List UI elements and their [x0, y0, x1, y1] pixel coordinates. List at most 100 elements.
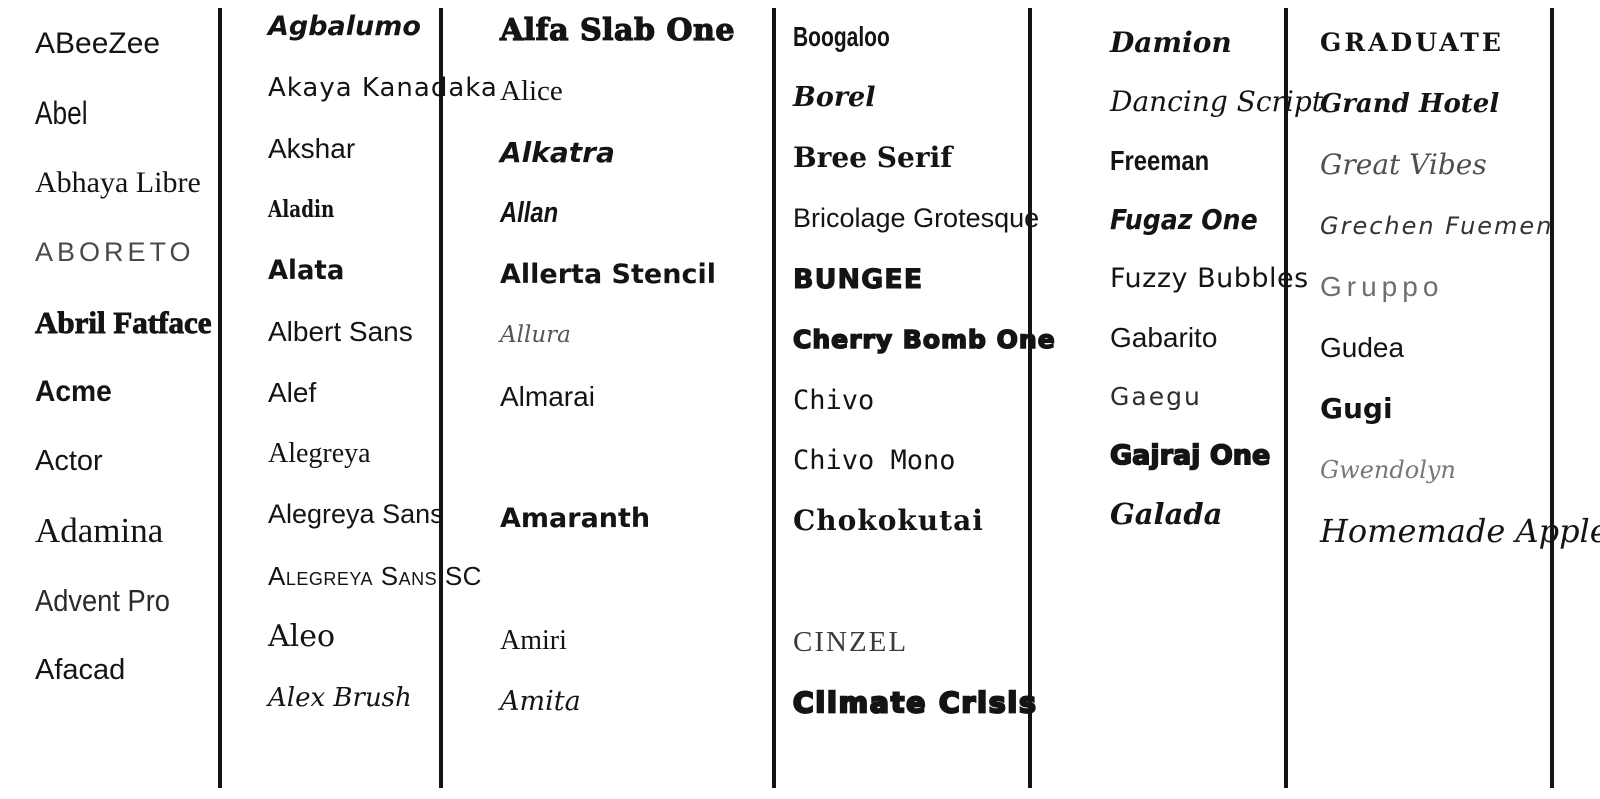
- list-item: Freeman: [1110, 131, 1323, 190]
- list-item: Amiri: [500, 610, 735, 671]
- column-divider: [1550, 8, 1554, 788]
- list-item: Alfa Slab One: [499, 0, 735, 61]
- list-item: Afacad: [35, 635, 211, 705]
- list-item: Alegreya: [268, 423, 498, 484]
- font-name-climate-crisis: Climate Crisis: [792, 685, 1038, 719]
- list-item: Alex Brush: [268, 667, 498, 728]
- font-name-cinzel: CINZEL: [793, 625, 909, 658]
- font-name-bricolage-grotesque: Bricolage Grotesque: [793, 203, 1040, 234]
- column-divider: [1028, 8, 1032, 788]
- column-divider: [1284, 8, 1288, 788]
- list-item: Chivo: [793, 370, 1056, 431]
- font-name-akshar: Akshar: [268, 132, 356, 164]
- font-name-abhaya-libre: Abhaya Libre: [35, 165, 201, 199]
- list-item: Chokokutai: [793, 491, 1056, 552]
- font-name-cherry-bomb-one: Cherry Bomb One: [792, 325, 1056, 355]
- font-name-adamina: Adamina: [35, 511, 164, 551]
- list-item: Galada: [1110, 485, 1323, 544]
- list-item: Alata: [268, 240, 498, 301]
- font-name-aboreto: ABORETO: [35, 237, 195, 268]
- list-item: Fugaz One: [1110, 190, 1323, 249]
- list-item: Damion: [1110, 13, 1323, 72]
- font-name-alfa-slab-one: Alfa Slab One: [499, 12, 735, 48]
- list-item: Acme: [35, 357, 211, 427]
- list-item: Alegreya Sans: [268, 484, 498, 545]
- list-item: Aladin: [268, 179, 498, 240]
- font-name-alex-brush: Alex Brush: [268, 682, 412, 713]
- font-name-chivo-mono: Chivo Mono: [793, 445, 956, 477]
- list-item: Gudea: [1320, 317, 1600, 378]
- font-name-grechen-fuemen: Grechen Fuemen: [1320, 211, 1554, 240]
- font-name-fuzzy-bubbles: Fuzzy Bubbles: [1110, 263, 1309, 294]
- list-item: Homemade Apple: [1320, 500, 1600, 561]
- font-name-akaya-kanadaka: Akaya Kanadaka: [268, 72, 498, 103]
- list-item: Bree Serif: [793, 128, 1056, 189]
- font-name-alkatra: Alkatra: [500, 135, 615, 169]
- font-name-alegreya-sans: Alegreya Sans: [268, 499, 444, 529]
- list-item: Abril Fatface: [35, 287, 212, 357]
- empty-slot: [793, 552, 1056, 613]
- list-item: Grand Hotel: [1320, 73, 1600, 134]
- font-name-gwendolyn: Gwendolyn: [1320, 455, 1456, 484]
- font-name-gabarito: Gabarito: [1110, 321, 1218, 353]
- font-name-gruppo: Gruppo: [1320, 270, 1444, 302]
- column-divider: [218, 8, 222, 788]
- font-name-acme: Acme: [35, 374, 112, 408]
- font-name-albert-sans: Albert Sans: [268, 315, 413, 347]
- list-item: CINZEL: [793, 612, 1056, 673]
- font-name-amiri: Amiri: [500, 624, 567, 656]
- font-name-alata: Alata: [268, 255, 345, 286]
- list-item: Agbalumo: [268, 0, 498, 57]
- column-divider: [439, 8, 443, 788]
- font-name-allerta-stencil: Allerta Stencil: [500, 259, 716, 290]
- font-name-homemade-apple: Homemade Apple: [1320, 511, 1600, 550]
- list-item: Gwendolyn: [1320, 439, 1600, 500]
- list-item: Advent Pro: [35, 566, 211, 636]
- empty-slot: [500, 427, 735, 488]
- font-name-gugi: Gugi: [1320, 391, 1393, 425]
- font-name-borel: Borel: [793, 82, 876, 114]
- list-item: GRADUATE: [1320, 12, 1600, 73]
- font-name-almarai: Almarai: [500, 380, 595, 412]
- font-name-actor: Actor: [35, 444, 103, 477]
- font-name-chivo: Chivo: [793, 384, 875, 416]
- font-name-grand-hotel: Grand Hotel: [1320, 88, 1500, 119]
- list-item: Akaya Kanadaka: [268, 57, 498, 118]
- list-item: Great Vibes: [1320, 134, 1600, 195]
- font-name-alegreya-sans-sc: Alegreya Sans SC: [268, 560, 482, 591]
- list-item: Boogaloo: [793, 7, 1056, 68]
- font-name-gaegu: Gaegu: [1110, 382, 1202, 411]
- list-item: Gaegu: [1110, 367, 1323, 426]
- list-item: Albert Sans: [268, 301, 498, 362]
- font-name-alice: Alice: [500, 75, 563, 107]
- font-name-boogaloo: Boogaloo: [793, 21, 890, 53]
- list-item: Allura: [500, 305, 735, 366]
- font-name-damion: Damion: [1110, 25, 1232, 59]
- font-name-gudea: Gudea: [1320, 331, 1405, 363]
- list-item: Abel: [35, 79, 211, 149]
- font-name-allan: Allan: [500, 197, 559, 229]
- list-item: ABORETO: [35, 218, 211, 288]
- font-column-1: ABeeZee Abel Abhaya Libre ABORETO Abril Fatf…: [35, 9, 212, 705]
- font-column-4: Boogaloo Borel Bree Serif Bricolage Grotesq…: [792, 7, 1056, 733]
- font-name-dancing-script: Dancing Script: [1110, 84, 1324, 118]
- list-item: Dancing Script: [1110, 72, 1323, 131]
- font-column-6: GRADUATE Grand Hotel Great Vibes Grechen Fu…: [1320, 12, 1600, 561]
- font-column-2: Agbalumo Akaya Kanadaka Akshar Aladin Alata A…: [268, 0, 498, 728]
- font-name-gajraj-one: Gajraj One: [1109, 440, 1271, 471]
- font-column-3: Alfa Slab One Alice Alkatra Allan Allerta St…: [499, 0, 735, 732]
- list-item: Alef: [268, 362, 498, 423]
- list-item: Adamina: [35, 496, 211, 566]
- font-name-bungee: BUNGEE: [792, 263, 924, 295]
- font-name-amaranth: Amaranth: [500, 503, 651, 534]
- font-name-advent-pro: Advent Pro: [35, 583, 170, 619]
- column-divider: [772, 8, 776, 788]
- list-item: Gugi: [1320, 378, 1600, 439]
- list-item: Gabarito: [1110, 308, 1323, 367]
- list-item: Chivo Mono: [793, 431, 1056, 492]
- font-name-freeman: Freeman: [1110, 144, 1210, 176]
- font-name-aleo: Aleo: [268, 618, 336, 654]
- font-name-abeezee: ABeeZee: [35, 26, 161, 60]
- list-item: Actor: [35, 427, 211, 497]
- font-name-bree-serif: Bree Serif: [793, 141, 953, 175]
